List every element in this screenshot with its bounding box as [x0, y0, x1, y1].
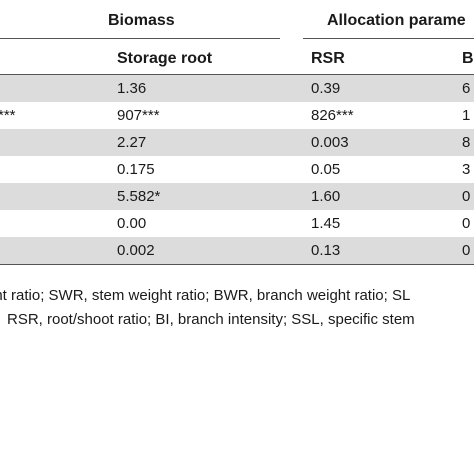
rsr-cell: 826*** [311, 107, 354, 124]
next-column-cell: 0 [462, 242, 471, 259]
row-label-cell: *** [0, 107, 16, 124]
storage-root-cell: 907*** [117, 107, 160, 124]
group-header-allocation: Allocation parame [327, 12, 466, 29]
rsr-cell: 0.13 [311, 242, 341, 259]
table-row: 2.27 0.003 8 [0, 129, 474, 156]
column-header-next: B [462, 50, 474, 67]
table-row: 0.002 0.13 0 [0, 237, 474, 264]
next-column-cell: 6 [462, 80, 471, 97]
rsr-cell: 1.60 [311, 188, 341, 205]
next-column-cell: 0 [462, 188, 471, 205]
next-column-cell: 1 [462, 107, 471, 124]
next-column-cell: 3 [462, 161, 471, 178]
rsr-cell: 0.003 [311, 134, 349, 151]
rsr-cell: 0.05 [311, 161, 341, 178]
group-rule-allocation [303, 38, 474, 39]
footnote-line-2: RSR, root/shoot ratio; BI, branch intens… [7, 311, 415, 328]
table-row: 0.175 0.05 3 [0, 156, 474, 183]
column-header-rsr: RSR [311, 50, 345, 67]
rsr-cell: 0.39 [311, 80, 341, 97]
column-header-storage-root: Storage root [117, 50, 213, 67]
group-header-biomass: Biomass [108, 12, 175, 29]
storage-root-cell: 0.175 [117, 161, 155, 178]
table-row: 0.00 1.45 0 [0, 210, 474, 237]
table-row: 5.582* 1.60 0 [0, 183, 474, 210]
table-row: 1.36 0.39 6 [0, 75, 474, 102]
storage-root-cell: 5.582* [117, 188, 161, 205]
storage-root-cell: 0.002 [117, 242, 155, 259]
table-bottom-rule [0, 264, 474, 265]
storage-root-cell: 2.27 [117, 134, 147, 151]
group-rule-biomass [0, 38, 280, 39]
table-row: *** 907*** 826*** 1 [0, 102, 474, 129]
footnote-line-1: ght ratio; SWR, stem weight ratio; BWR, … [0, 287, 411, 304]
next-column-cell: 0 [462, 215, 471, 232]
header-rule [0, 74, 474, 75]
rsr-cell: 1.45 [311, 215, 341, 232]
storage-root-cell: 0.00 [117, 215, 147, 232]
storage-root-cell: 1.36 [117, 80, 147, 97]
next-column-cell: 8 [462, 134, 471, 151]
